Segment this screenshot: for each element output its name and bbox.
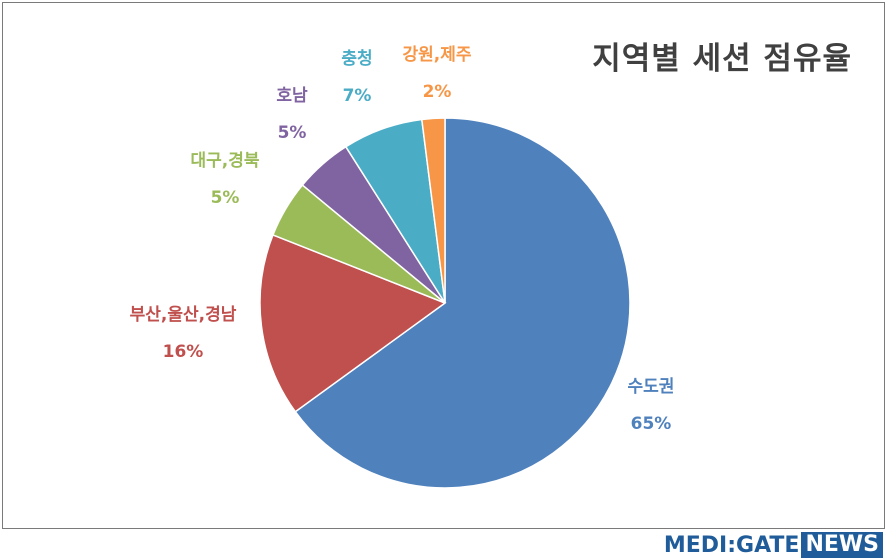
slice-percent-label: 2%	[423, 82, 452, 102]
brand-news-badge: NEWS	[801, 532, 883, 558]
slice-percent-label: 7%	[343, 86, 372, 106]
slice-percent-label: 16%	[163, 342, 204, 362]
slice-percent-label: 5%	[278, 123, 307, 143]
brand-logo: MEDI:GATE NEWS	[664, 532, 883, 558]
slice-category-label: 대구,경북	[190, 151, 259, 171]
slice-category-label: 호남	[276, 86, 308, 106]
slice-percent-label: 5%	[211, 188, 240, 208]
slice-category-label: 강원,제주	[402, 45, 471, 65]
slice-category-label: 수도권	[628, 377, 675, 397]
pie-slice	[420, 117, 446, 304]
pie-slice	[259, 233, 447, 413]
slice-category-label: 충청	[341, 48, 372, 69]
pie-slice	[294, 117, 631, 489]
slice-category-label: 부산,울산,경남	[130, 305, 237, 325]
slice-percent-label: 65%	[631, 414, 672, 434]
chart-title: 지역별 세션 점유율	[592, 41, 852, 77]
brand-name: MEDI:GATE	[663, 532, 800, 558]
